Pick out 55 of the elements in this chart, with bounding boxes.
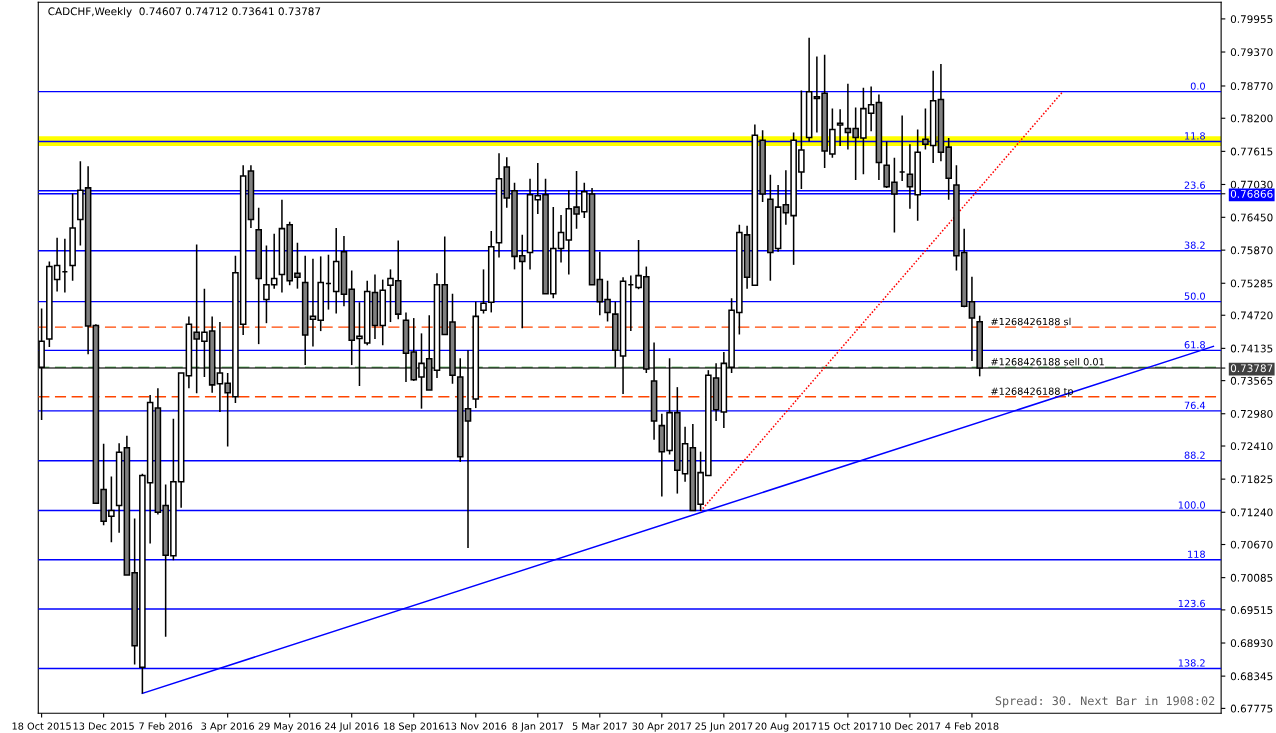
y-tick-label: 0.77615 <box>1230 147 1273 156</box>
y-tick-label: 0.76450 <box>1230 213 1273 222</box>
y-tick-label: 0.70085 <box>1230 573 1273 582</box>
annotation: Spread: 30. Next Bar in 1908:02 <box>995 696 1215 708</box>
y-tick-label: 0.68345 <box>1230 672 1273 681</box>
y-tick-label: 0.78770 <box>1230 82 1273 91</box>
y-tick-label: 0.69515 <box>1230 606 1273 614</box>
x-tick-label: 4 Feb 2018 <box>945 722 999 730</box>
ref-line-label: #1268426188 sell 0.01 <box>991 357 1104 366</box>
y-tick-label: 0.73787 <box>1230 364 1273 373</box>
x-tick-label: 8 Jan 2017 <box>512 722 563 732</box>
x-tick-label: 3 Apr 2016 <box>201 722 255 732</box>
y-tick-label: 0.76866 <box>1230 189 1273 198</box>
x-tick-label: 13 Dec 2015 <box>73 722 134 730</box>
x-tick-label: 24 Jul 2016 <box>324 722 379 732</box>
x-tick-label: 15 Oct 2017 <box>818 722 878 730</box>
y-tick-label: 0.72980 <box>1230 409 1273 418</box>
x-tick-label: 18 Oct 2015 <box>12 722 71 730</box>
y-tick-label: 0.71240 <box>1230 508 1273 517</box>
x-tick-label: 29 May 2016 <box>258 722 321 732</box>
annotation: 138.2 <box>1178 659 1205 667</box>
y-tick-label: 0.68930 <box>1230 639 1273 648</box>
annotation: 61.8 <box>1184 341 1205 349</box>
x-tick-label: 5 Mar 2017 <box>572 722 627 730</box>
annotation: 0.0 <box>1190 82 1205 90</box>
x-tick-label: 13 Nov 2016 <box>445 722 507 730</box>
y-tick-label: 0.77030 <box>1230 180 1273 189</box>
annotation: 100.0 <box>1178 501 1205 509</box>
x-tick-label: 30 Apr 2017 <box>632 722 692 732</box>
x-tick-label: 10 Dec 2017 <box>879 722 941 730</box>
ref-line-label: #1268426188 sl <box>991 317 1071 326</box>
y-tick-label: 0.74720 <box>1230 311 1273 320</box>
annotation: 23.6 <box>1184 181 1206 189</box>
annotation: 50.0 <box>1184 292 1205 300</box>
annotation: 123.6 <box>1178 599 1206 608</box>
y-tick-label: 0.75285 <box>1230 279 1273 288</box>
chart-title: CADCHF,Weekly 0.74607 0.74712 0.73641 0.73787 <box>48 7 321 18</box>
annotation: 118 <box>1188 550 1205 558</box>
y-tick-label: 0.71825 <box>1230 475 1273 484</box>
y-tick-label: 0.74135 <box>1230 344 1273 353</box>
annotation: 88.2 <box>1184 451 1205 459</box>
x-tick-label: 25 Jun 2017 <box>695 722 753 732</box>
y-tick-label: 0.72410 <box>1230 442 1273 451</box>
annotation: 76.4 <box>1184 401 1206 410</box>
y-tick-label: 0.70670 <box>1230 540 1273 549</box>
y-tick-label: 0.73565 <box>1230 376 1273 385</box>
y-tick-label: 0.67775 <box>1230 704 1273 713</box>
y-tick-label: 0.78200 <box>1230 114 1273 123</box>
x-tick-label: 18 Sep 2016 <box>383 722 444 732</box>
y-tick-label: 0.79955 <box>1230 15 1273 23</box>
annotation: 38.2 <box>1184 241 1205 249</box>
x-tick-label: 20 Aug 2017 <box>755 722 817 732</box>
y-tick-label: 0.79370 <box>1230 48 1273 57</box>
y-tick-label: 0.75870 <box>1230 246 1273 255</box>
x-tick-label: 7 Feb 2016 <box>139 722 193 730</box>
